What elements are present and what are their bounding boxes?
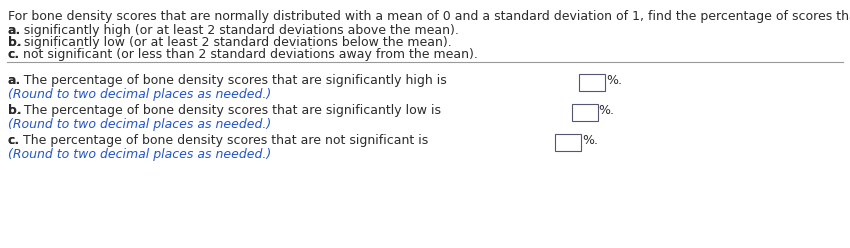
Text: %.: %. (606, 74, 622, 87)
Text: b.: b. (8, 36, 21, 49)
Text: a. significantly high (or at least 2 standard deviations above the mean).: a. significantly high (or at least 2 sta… (8, 24, 459, 37)
Text: c. not significant (or less than 2 standard deviations away from the mean).: c. not significant (or less than 2 stand… (8, 48, 478, 61)
Text: a.: a. (8, 24, 21, 37)
Text: b. significantly low (or at least 2 standard deviations below the mean).: b. significantly low (or at least 2 stan… (8, 36, 451, 49)
Text: a.: a. (8, 74, 21, 87)
Bar (555, 134, 581, 151)
Text: (Round to two decimal places as needed.): (Round to two decimal places as needed.) (8, 148, 271, 161)
Bar (572, 104, 598, 121)
Text: b.: b. (8, 104, 21, 117)
Text: For bone density scores that are normally distributed with a mean of 0 and a sta: For bone density scores that are normall… (8, 10, 850, 23)
Text: %.: %. (582, 134, 598, 147)
Text: b. The percentage of bone density scores that are significantly low is: b. The percentage of bone density scores… (8, 104, 445, 117)
Text: a. The percentage of bone density scores that are significantly high is: a. The percentage of bone density scores… (8, 74, 450, 87)
Text: c.: c. (8, 48, 20, 61)
Text: (Round to two decimal places as needed.): (Round to two decimal places as needed.) (8, 88, 271, 101)
Text: %.: %. (598, 104, 615, 117)
Text: (Round to two decimal places as needed.): (Round to two decimal places as needed.) (8, 118, 271, 131)
Text: c.: c. (8, 134, 20, 147)
Bar (580, 74, 605, 91)
Text: c. The percentage of bone density scores that are not significant is: c. The percentage of bone density scores… (8, 134, 433, 147)
